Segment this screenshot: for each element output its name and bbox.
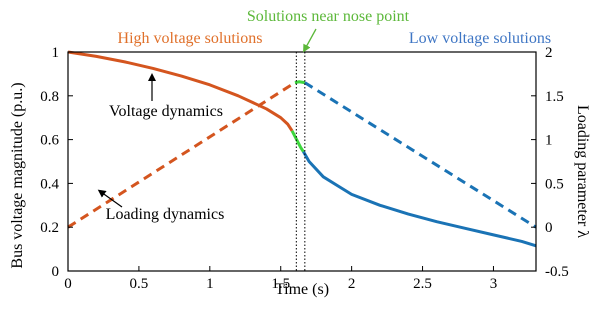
y-right-tick-label: 1.5 xyxy=(545,89,564,105)
y-right-tick-label: 1 xyxy=(545,133,553,149)
y-right-tick-label: 2 xyxy=(545,45,553,61)
y-right-tick-label: 0.5 xyxy=(545,176,564,192)
nose-point-arrow xyxy=(303,28,317,53)
series-right-nose-5 xyxy=(294,80,306,85)
series-left-high-1 xyxy=(67,50,294,132)
y-right-tick-label: -0.5 xyxy=(545,264,569,280)
axis-ticks: 0 0.5 1 1.5 2 2.5 3 0 0.2 0.4 0.6 0.8 1 -0.5 0 0.5 1 1.5 2 xyxy=(40,45,569,292)
annotation-loading-dynamics: Loading dynamics xyxy=(106,206,225,223)
plot-frame xyxy=(67,51,537,272)
y-left-tick-label: 0.2 xyxy=(40,220,59,236)
y-left-tick-label: 0 xyxy=(52,264,60,280)
annotation-high-voltage: High voltage solutions xyxy=(118,30,263,47)
x-axis-title: Time (s) xyxy=(275,281,329,298)
vertical-markers xyxy=(295,52,306,271)
x-tick-label: 0.5 xyxy=(130,276,149,292)
x-tick-label: 2.5 xyxy=(413,276,432,292)
series-left-nose-2 xyxy=(290,130,305,153)
y-axis-left-title: Bus voltage magnitude (p.u.) xyxy=(9,82,26,268)
y-right-tick-label: 0 xyxy=(545,220,553,236)
annotation-nose-point: Solutions near nose point xyxy=(247,8,410,25)
annotation-voltage-dynamics: Voltage dynamics xyxy=(109,103,223,120)
y-left-tick-label: 0.8 xyxy=(40,89,59,105)
y-left-tick-label: 0.6 xyxy=(40,133,59,149)
series-layer xyxy=(67,50,537,248)
x-tick-label: 1 xyxy=(206,276,214,292)
annotation-low-voltage: Low voltage solutions xyxy=(409,30,551,47)
series-left-low-3 xyxy=(302,150,537,248)
x-tick-label: 2 xyxy=(348,276,356,292)
loading-dynamics-arrow xyxy=(97,189,123,208)
y-left-tick-label: 1 xyxy=(52,45,60,61)
y-left-tick-label: 0.4 xyxy=(40,176,59,192)
x-tick-label: 3 xyxy=(490,276,498,292)
y-axis-right-title: Loading parameter λ xyxy=(574,105,591,238)
series-right-low-6 xyxy=(304,81,537,229)
x-tick-label: 1.5 xyxy=(271,276,290,292)
x-tick-label: 0 xyxy=(64,276,72,292)
